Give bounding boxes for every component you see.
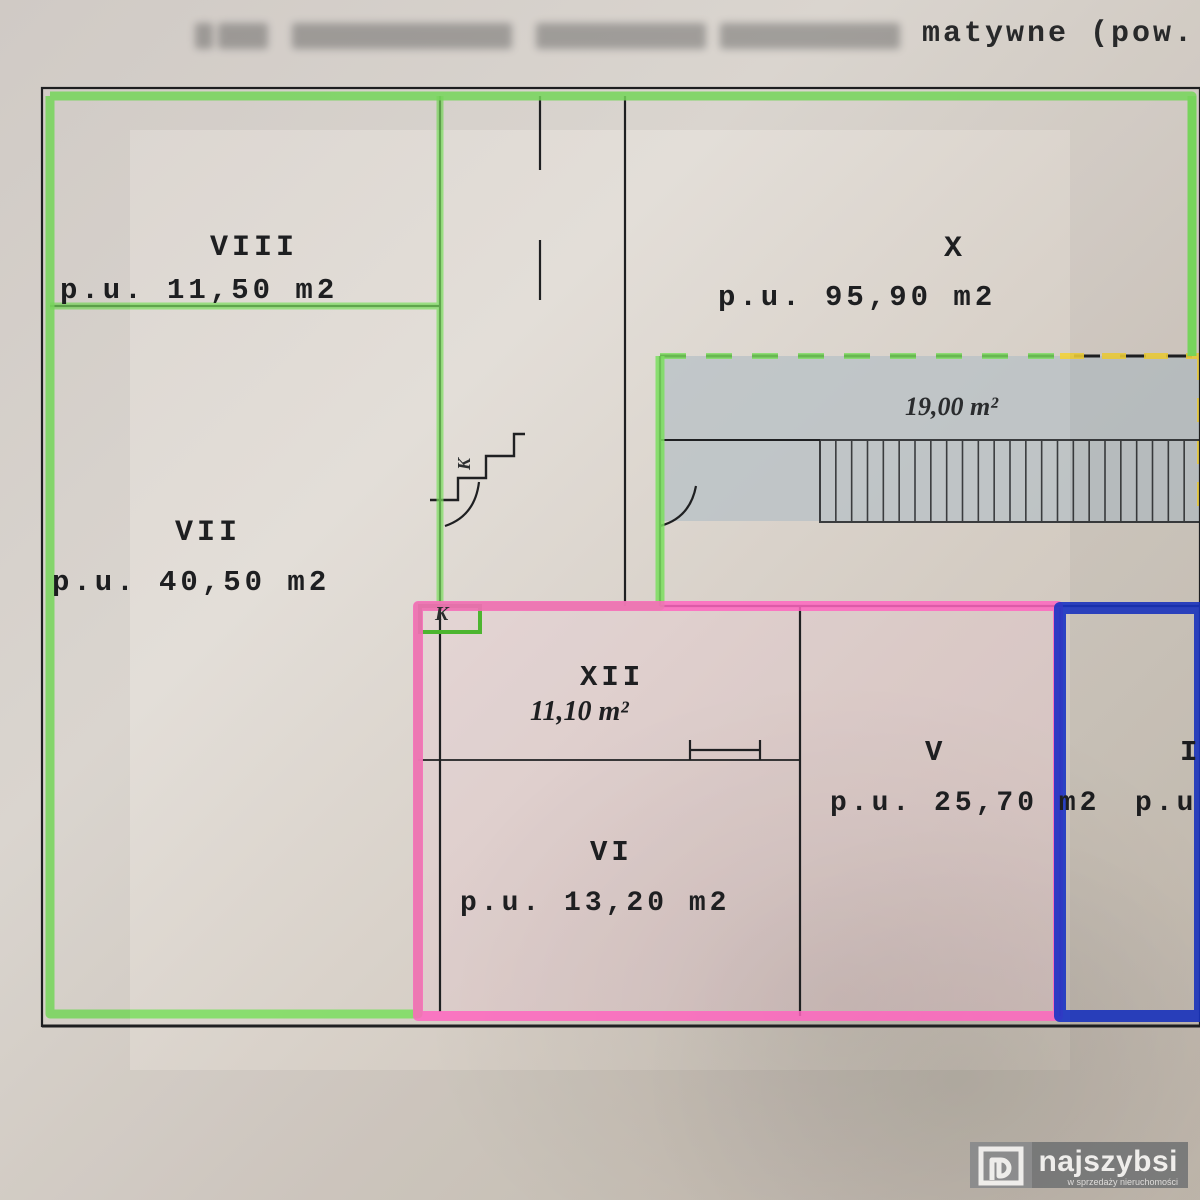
room-id-VIII: VIII: [210, 231, 298, 265]
room-id-VI: VI: [590, 836, 633, 869]
annotation: 19,00 m²: [905, 392, 999, 421]
annotation: K: [434, 603, 450, 625]
room-id-V: V: [925, 736, 946, 769]
room-id-X: X: [944, 232, 966, 266]
watermark-subtitle: w sprzedaży nieruchomości: [1038, 1177, 1178, 1187]
room-area-V: p.u. 25,70 m2: [830, 788, 1100, 819]
watermark-brand-text: najszybsi: [1038, 1145, 1178, 1179]
room-area-XII: 11,10 m²: [530, 696, 629, 727]
room-id-XII: XII: [580, 661, 644, 694]
floorplan-svg: matywne (pow.VIIIp.u. 11,50 m2VIIp.u. 40…: [0, 0, 1200, 1200]
room-id-VII: VII: [175, 516, 241, 550]
watermark-brand: najszybsi w sprzedaży nieruchomości: [1032, 1142, 1188, 1188]
watermark-logo-icon: [970, 1142, 1032, 1188]
watermark: najszybsi w sprzedaży nieruchomości: [970, 1142, 1188, 1188]
room-area-VI: p.u. 13,20 m2: [460, 888, 730, 919]
room-area-X: p.u. 95,90 m2: [718, 281, 996, 314]
floorplan-canvas: matywne (pow.VIIIp.u. 11,50 m2VIIp.u. 40…: [0, 0, 1200, 1200]
annotation: K: [454, 456, 474, 471]
